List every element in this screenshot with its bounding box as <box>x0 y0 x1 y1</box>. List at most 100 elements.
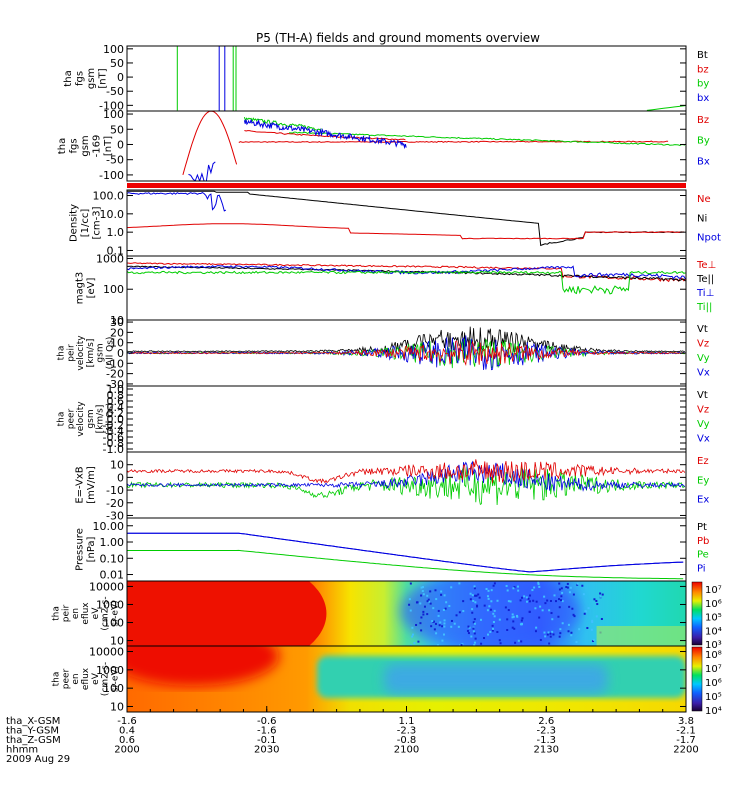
ylabel-line: gsm <box>86 409 96 428</box>
ylabel-line: velocity <box>76 335 86 371</box>
panel-fgs169-data <box>182 111 686 181</box>
legend-peir-Vy: Vy <box>697 353 710 364</box>
series-Ti-perp <box>127 265 686 280</box>
legend-temp-Ti||: Ti|| <box>696 302 712 313</box>
ylabel-line: (cm2-s- <box>101 662 111 696</box>
footer-row-value: -2.3 <box>397 726 417 737</box>
colorbar-label: 10⁴ <box>705 626 722 637</box>
ytick-label: 10 <box>110 337 124 350</box>
ylabel-line: peir <box>66 344 76 362</box>
ylabel-line: Density <box>69 204 80 242</box>
series-Bz-early <box>244 130 406 141</box>
ytick-label: 10 <box>110 700 124 713</box>
series-Ti-par <box>127 270 686 295</box>
panel-temp-ylabel: magt3 [eV] <box>74 272 97 305</box>
ytick-label: 0.8 <box>107 389 125 402</box>
ytick-label: 1000 <box>96 598 124 611</box>
ylabel-line: eV <box>91 672 101 685</box>
footer-row-value: 2130 <box>534 745 559 756</box>
ytick-label: 0.10 <box>100 552 125 565</box>
ytick-label: 10.00 <box>93 520 125 533</box>
ylabel-line: gsm <box>86 68 97 89</box>
colorbar-label: 10³ <box>705 640 722 651</box>
ytick-label: 0.2 <box>107 407 125 420</box>
panel-peer-ylabel: tha peer velocity gsm [km/s] (All Qs) <box>57 401 116 437</box>
ylabel-line: eflux <box>81 602 91 625</box>
ylabel-line: Pressure <box>74 528 85 571</box>
ylabel-line: gsm <box>96 343 106 362</box>
legend-fgs169-By: By <box>697 136 710 147</box>
ylabel-line: [nT] <box>97 68 108 88</box>
panel-peir_flux: 10000 1000 100 10 tha peir en eflux eV (cm2-s-sr-… <box>52 580 722 651</box>
colorbar-label: 10⁴ <box>705 706 722 717</box>
legend-temp-Te⊥: Te⊥ <box>696 260 716 271</box>
series-Ne-line <box>127 223 684 240</box>
data-gap-band <box>127 183 686 188</box>
footer-row-value: -1.7 <box>676 735 696 746</box>
ytick-label: 1.0 <box>107 383 125 396</box>
legend-pressure-Pe: Pe <box>697 550 709 561</box>
panel-peir-data <box>127 326 686 371</box>
legend-peir-Vz: Vz <box>697 339 709 350</box>
ytick-label: -30 <box>106 509 124 522</box>
ytick-label: 50 <box>110 123 124 136</box>
panel-temp: 1000 100 10 magt3 [eV] Te⊥ Te|| Ti⊥ Ti|| <box>74 252 716 327</box>
ytick-label: -0.2 <box>103 419 124 432</box>
panel-fgs169-frame <box>126 110 687 182</box>
legend-density-Ne: Ne <box>697 194 711 205</box>
ylabel-line: en <box>71 673 81 684</box>
panel-fgs169: 100 50 0 -50 -100 tha fgs gsm -169 [nT] Bz By Bx <box>57 108 710 182</box>
footer-row-label: tha_Z-GSM <box>6 735 61 746</box>
footer-row-value: 1.1 <box>399 716 415 727</box>
series-Pt-line <box>127 532 684 573</box>
footer-row-value: 2030 <box>254 745 279 756</box>
ytick-label: 0.0 <box>107 413 125 426</box>
ylabel-line: (cm2-s- <box>101 596 111 630</box>
panel-efield: 100-10-20-30 E=-VxB [mV/m] Ez Ey Ex <box>74 451 709 522</box>
heatmap-peir-cool <box>400 581 581 646</box>
legend-density-Npot: Npot <box>697 233 721 244</box>
legend-peir-Vx: Vx <box>697 368 710 379</box>
footer-row-label: tha_Y-GSM <box>6 726 59 737</box>
ytick-label: -100 <box>99 169 124 182</box>
legend-pressure-Pt: Pt <box>697 522 707 533</box>
series-Te-perp <box>127 262 686 283</box>
panel-density-frame <box>126 189 687 257</box>
footer-row-label: hhmm <box>6 745 38 756</box>
panel-peer_flux-ylabel: tha peer en eflux eV (cm2-s-sr-eV) <box>52 662 121 696</box>
colorbar-label: 10⁷ <box>705 664 722 675</box>
legend-peer-Vy: Vy <box>697 419 710 430</box>
legend-density-Ni: Ni <box>697 213 707 224</box>
footer-row-value: -2.1 <box>676 726 696 737</box>
series-Bx-start <box>188 161 216 181</box>
ytick-label: 10 <box>110 459 124 472</box>
footer-row-value: -2.3 <box>536 726 556 737</box>
ytick-label: 10 <box>110 635 124 648</box>
ytick-label: 50 <box>110 57 124 70</box>
panel-density: 100.0 10.0 1.0 0.1 Density [1/cc] [cm-3] Ne Ni Np… <box>69 189 721 257</box>
legend-pressure-Pb: Pb <box>697 536 709 547</box>
series-Npot-line <box>127 192 227 212</box>
ytick-label: -20 <box>106 497 124 510</box>
ylabel-line: [nT] <box>103 136 114 156</box>
ytick-label: -50 <box>106 154 124 167</box>
series-Ey-line <box>127 466 686 506</box>
series-by-tail <box>646 105 686 111</box>
ylabel-line: (All Qs) <box>105 403 115 436</box>
ylabel-line: sr-eV) <box>110 666 120 692</box>
legend-fgs169-Bx: Bx <box>697 156 710 167</box>
ylabel-line: tha <box>52 672 62 687</box>
heatmap-peir-hot <box>127 581 327 646</box>
ylabel-line: [mV/m] <box>86 466 97 504</box>
series-Te-par <box>127 265 686 282</box>
footer-row-value: 2100 <box>394 745 419 756</box>
series-Ex-line <box>127 460 685 492</box>
legend-peer-Vt: Vt <box>697 390 708 401</box>
ytick-label: -50 <box>106 85 124 98</box>
panel-density-data <box>127 190 684 247</box>
colorbar-peir_flux <box>691 581 703 646</box>
legend-peer-Vz: Vz <box>697 405 709 416</box>
ytick-label: 0.4 <box>107 401 125 414</box>
